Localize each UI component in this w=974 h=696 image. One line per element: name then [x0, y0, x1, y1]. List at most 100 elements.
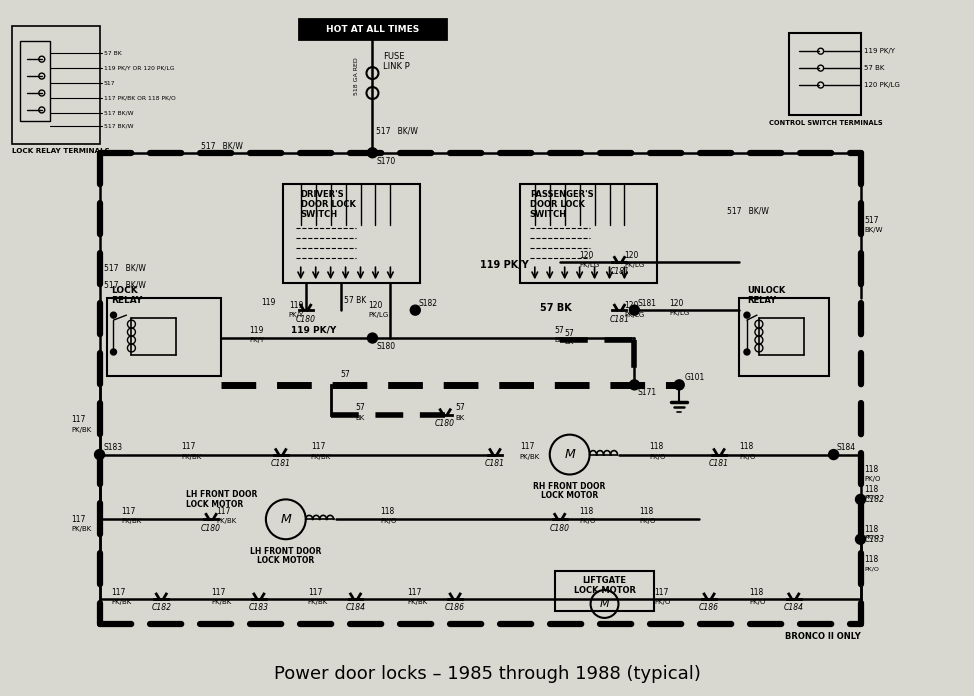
Circle shape [744, 349, 750, 355]
Text: 118: 118 [650, 442, 663, 451]
Text: M: M [564, 448, 575, 461]
Circle shape [110, 312, 117, 318]
Text: PK/O: PK/O [739, 454, 756, 459]
Text: PK/LG: PK/LG [624, 262, 645, 269]
Text: PK/O: PK/O [650, 454, 665, 459]
Circle shape [744, 312, 750, 318]
Text: LOCK RELAY TERMINALS: LOCK RELAY TERMINALS [12, 148, 110, 154]
Text: PK/BK: PK/BK [122, 519, 141, 524]
Text: 119 PK/Y: 119 PK/Y [480, 260, 529, 270]
Text: PK/O: PK/O [580, 519, 596, 524]
Circle shape [629, 305, 639, 315]
Text: 120: 120 [368, 301, 383, 310]
Text: 518 GA RED: 518 GA RED [354, 57, 359, 95]
Text: 117: 117 [211, 587, 225, 596]
Text: 118: 118 [865, 525, 879, 534]
Circle shape [94, 450, 104, 459]
Text: 57 BK: 57 BK [103, 51, 122, 56]
Text: 517: 517 [865, 216, 879, 225]
Text: PK/BK: PK/BK [520, 454, 541, 459]
Text: 117: 117 [308, 587, 322, 596]
Text: 517 BK/W: 517 BK/W [103, 111, 133, 116]
Text: BK/W: BK/W [865, 228, 883, 233]
Text: PK/Y: PK/Y [249, 337, 264, 343]
Text: PK/BK: PK/BK [72, 526, 92, 532]
Text: LOCK MOTOR: LOCK MOTOR [186, 500, 244, 509]
Bar [19, 41, 50, 121]
Text: C180: C180 [549, 524, 570, 532]
Text: CONTROL SWITCH TERMINALS: CONTROL SWITCH TERMINALS [768, 120, 882, 126]
Text: SWITCH: SWITCH [301, 210, 338, 219]
Text: 57: 57 [565, 329, 575, 338]
Text: PK/LG: PK/LG [580, 262, 600, 269]
Text: BK: BK [356, 415, 365, 420]
Circle shape [855, 535, 866, 544]
Text: 57: 57 [341, 370, 351, 379]
Text: PK/O: PK/O [639, 519, 656, 524]
Text: PK/BK: PK/BK [72, 427, 92, 433]
Text: 118: 118 [865, 465, 879, 474]
Text: Power door locks – 1985 through 1988 (typical): Power door locks – 1985 through 1988 (ty… [274, 665, 700, 683]
Text: BK: BK [565, 339, 574, 345]
Bar [106, 298, 221, 376]
Text: 117: 117 [122, 507, 135, 516]
Text: C184: C184 [346, 603, 365, 612]
Bar [12, 26, 99, 144]
Text: 119: 119 [289, 301, 303, 310]
Text: LOCK MOTOR: LOCK MOTOR [574, 585, 635, 594]
Text: S171: S171 [637, 388, 656, 397]
Text: S170: S170 [376, 157, 395, 166]
Text: 57: 57 [455, 403, 465, 412]
Text: PK/O: PK/O [865, 477, 880, 482]
Text: 117: 117 [655, 587, 669, 596]
Circle shape [367, 148, 378, 158]
Text: C181: C181 [610, 315, 629, 324]
Text: 57: 57 [555, 326, 565, 335]
Bar [739, 298, 829, 376]
Bar [555, 571, 655, 611]
Text: FUSE: FUSE [384, 52, 405, 61]
Text: 57 BK: 57 BK [540, 303, 572, 313]
Text: 118: 118 [639, 507, 654, 516]
Text: 117 PK/BK OR 118 PK/O: 117 PK/BK OR 118 PK/O [103, 95, 175, 100]
Text: PK/LG: PK/LG [368, 312, 389, 318]
Circle shape [410, 305, 420, 315]
Text: PK/BK: PK/BK [211, 599, 232, 605]
Text: 117: 117 [72, 416, 86, 425]
Text: SWITCH: SWITCH [530, 210, 567, 219]
Text: C182: C182 [865, 495, 884, 504]
Text: 117: 117 [181, 442, 196, 451]
Text: C181: C181 [709, 459, 730, 468]
Text: S180: S180 [376, 342, 395, 351]
Text: 118: 118 [739, 442, 753, 451]
Text: BK: BK [341, 384, 350, 390]
Text: 120: 120 [580, 251, 594, 260]
Text: 119 PK/Y: 119 PK/Y [291, 326, 336, 335]
Text: RELAY: RELAY [747, 296, 776, 305]
Text: 118: 118 [749, 587, 764, 596]
Bar [282, 184, 420, 283]
Text: 57 BK: 57 BK [344, 296, 366, 305]
Text: LH FRONT DOOR: LH FRONT DOOR [250, 546, 321, 555]
Text: DOOR LOCK: DOOR LOCK [301, 200, 356, 209]
Text: 118: 118 [865, 485, 879, 494]
Text: 57: 57 [356, 403, 365, 412]
Text: PK/Y: PK/Y [289, 312, 304, 318]
Bar [789, 33, 860, 115]
Text: 118: 118 [580, 507, 594, 516]
Text: 117: 117 [407, 587, 422, 596]
Text: 117: 117 [216, 507, 231, 516]
Text: C180: C180 [435, 419, 455, 428]
Text: 517 BK/W: 517 BK/W [103, 123, 133, 128]
Text: 118: 118 [865, 555, 879, 564]
Text: PK/BK: PK/BK [308, 599, 328, 605]
Circle shape [110, 349, 117, 355]
Text: 119 PK/Y: 119 PK/Y [865, 48, 895, 54]
Text: 57 BK: 57 BK [865, 65, 884, 71]
Text: UNLOCK: UNLOCK [747, 286, 785, 294]
Text: BRONCO II ONLY: BRONCO II ONLY [785, 633, 860, 641]
Text: 118: 118 [381, 507, 394, 516]
Text: S184: S184 [837, 443, 856, 452]
Circle shape [829, 450, 839, 459]
Text: PK/LG: PK/LG [669, 310, 690, 316]
